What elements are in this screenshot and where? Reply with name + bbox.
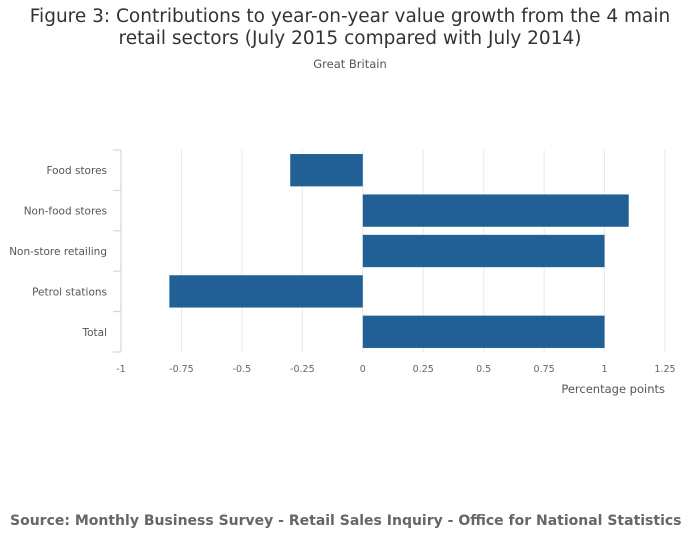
- x-tick-label: 0.75: [534, 364, 555, 375]
- x-tick-label: 0: [360, 364, 366, 375]
- category-label: Non-store retailing: [9, 246, 107, 258]
- category-label: Food stores: [46, 165, 107, 177]
- bar: [362, 234, 605, 268]
- bar: [362, 315, 605, 348]
- x-tick-label: 1: [602, 364, 608, 375]
- category-label: Non-food stores: [24, 206, 107, 218]
- category-label: Petrol stations: [32, 286, 107, 298]
- source-note: Source: Monthly Business Survey - Retail…: [10, 513, 682, 529]
- x-tick-label: -0.25: [290, 364, 315, 375]
- bar: [290, 154, 363, 187]
- x-tick-label: 1.25: [654, 364, 675, 375]
- x-axis-title: Percentage points: [561, 382, 665, 396]
- category-label: Total: [81, 327, 107, 339]
- chart-title: Figure 3: Contributions to year-on-year …: [29, 6, 671, 49]
- x-tick-label: -0.75: [169, 364, 194, 375]
- bar: [362, 194, 629, 227]
- x-tick-label: -0.5: [233, 364, 252, 375]
- x-tick-label: 0.5: [476, 364, 491, 375]
- bar: [169, 275, 363, 308]
- x-tick-label: -1: [116, 364, 125, 375]
- x-tick-label: 0.25: [413, 364, 434, 375]
- chart-subtitle: Great Britain: [313, 57, 387, 71]
